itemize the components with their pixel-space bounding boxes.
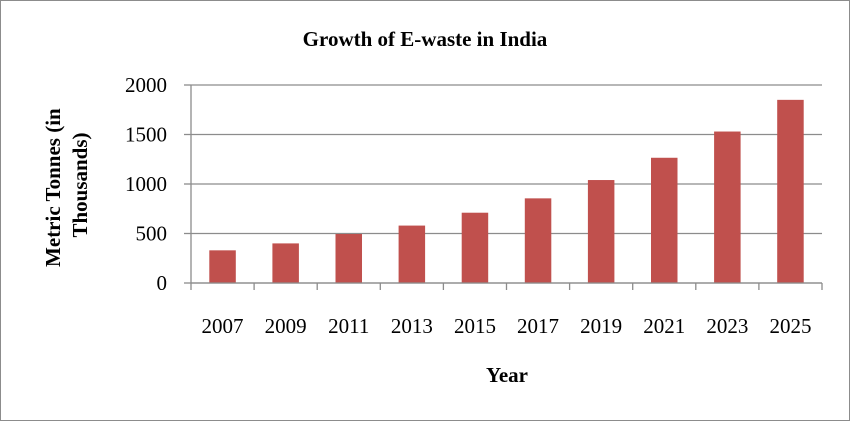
- chart-title: Growth of E-waste in India: [303, 27, 548, 51]
- y-tick-label-1000: 1000: [125, 172, 167, 196]
- x-tick-label-2007: 2007: [202, 314, 244, 338]
- y-tick-label-1500: 1500: [125, 123, 167, 147]
- y-tick-label-500: 500: [136, 222, 168, 246]
- x-tick-label-2015: 2015: [454, 314, 496, 338]
- x-axis-title: Year: [486, 363, 528, 387]
- bar-2009: [272, 243, 299, 283]
- x-tick-label-2019: 2019: [580, 314, 622, 338]
- y-axis-title: Metric Tonnes (in Thousands): [41, 103, 92, 267]
- x-tick-label-2013: 2013: [391, 314, 433, 338]
- x-tick-label-2017: 2017: [517, 314, 559, 338]
- y-axis-title-line-2: Thousands): [68, 132, 92, 237]
- x-tick-label-2021: 2021: [643, 314, 685, 338]
- bar-2013: [398, 225, 426, 283]
- bar-2019: [587, 180, 615, 283]
- bar-2025: [777, 99, 804, 283]
- bar-2007: [209, 250, 236, 283]
- y-tick-label-0: 0: [157, 271, 168, 295]
- bar-2021: [650, 157, 678, 283]
- x-tick-label-2009: 2009: [265, 314, 307, 338]
- x-tick-label-2011: 2011: [328, 314, 369, 338]
- bar-2023: [714, 131, 741, 283]
- bar-2011: [335, 233, 363, 283]
- x-tick-label-2023: 2023: [706, 314, 748, 338]
- bar-2015: [461, 212, 489, 283]
- bar-2017: [524, 198, 552, 283]
- y-tick-label-2000: 2000: [125, 73, 167, 97]
- y-axis-ticks: 0 500 1000 1500 2000: [125, 73, 191, 295]
- y-axis-title-line-1: Metric Tonnes (in: [41, 108, 65, 267]
- x-tick-label-2025: 2025: [769, 314, 811, 338]
- x-axis-ticks: 2007 2009 2011 2013 2015 2017 2019 2021 2023 2025: [190, 283, 823, 338]
- bars: [209, 99, 804, 283]
